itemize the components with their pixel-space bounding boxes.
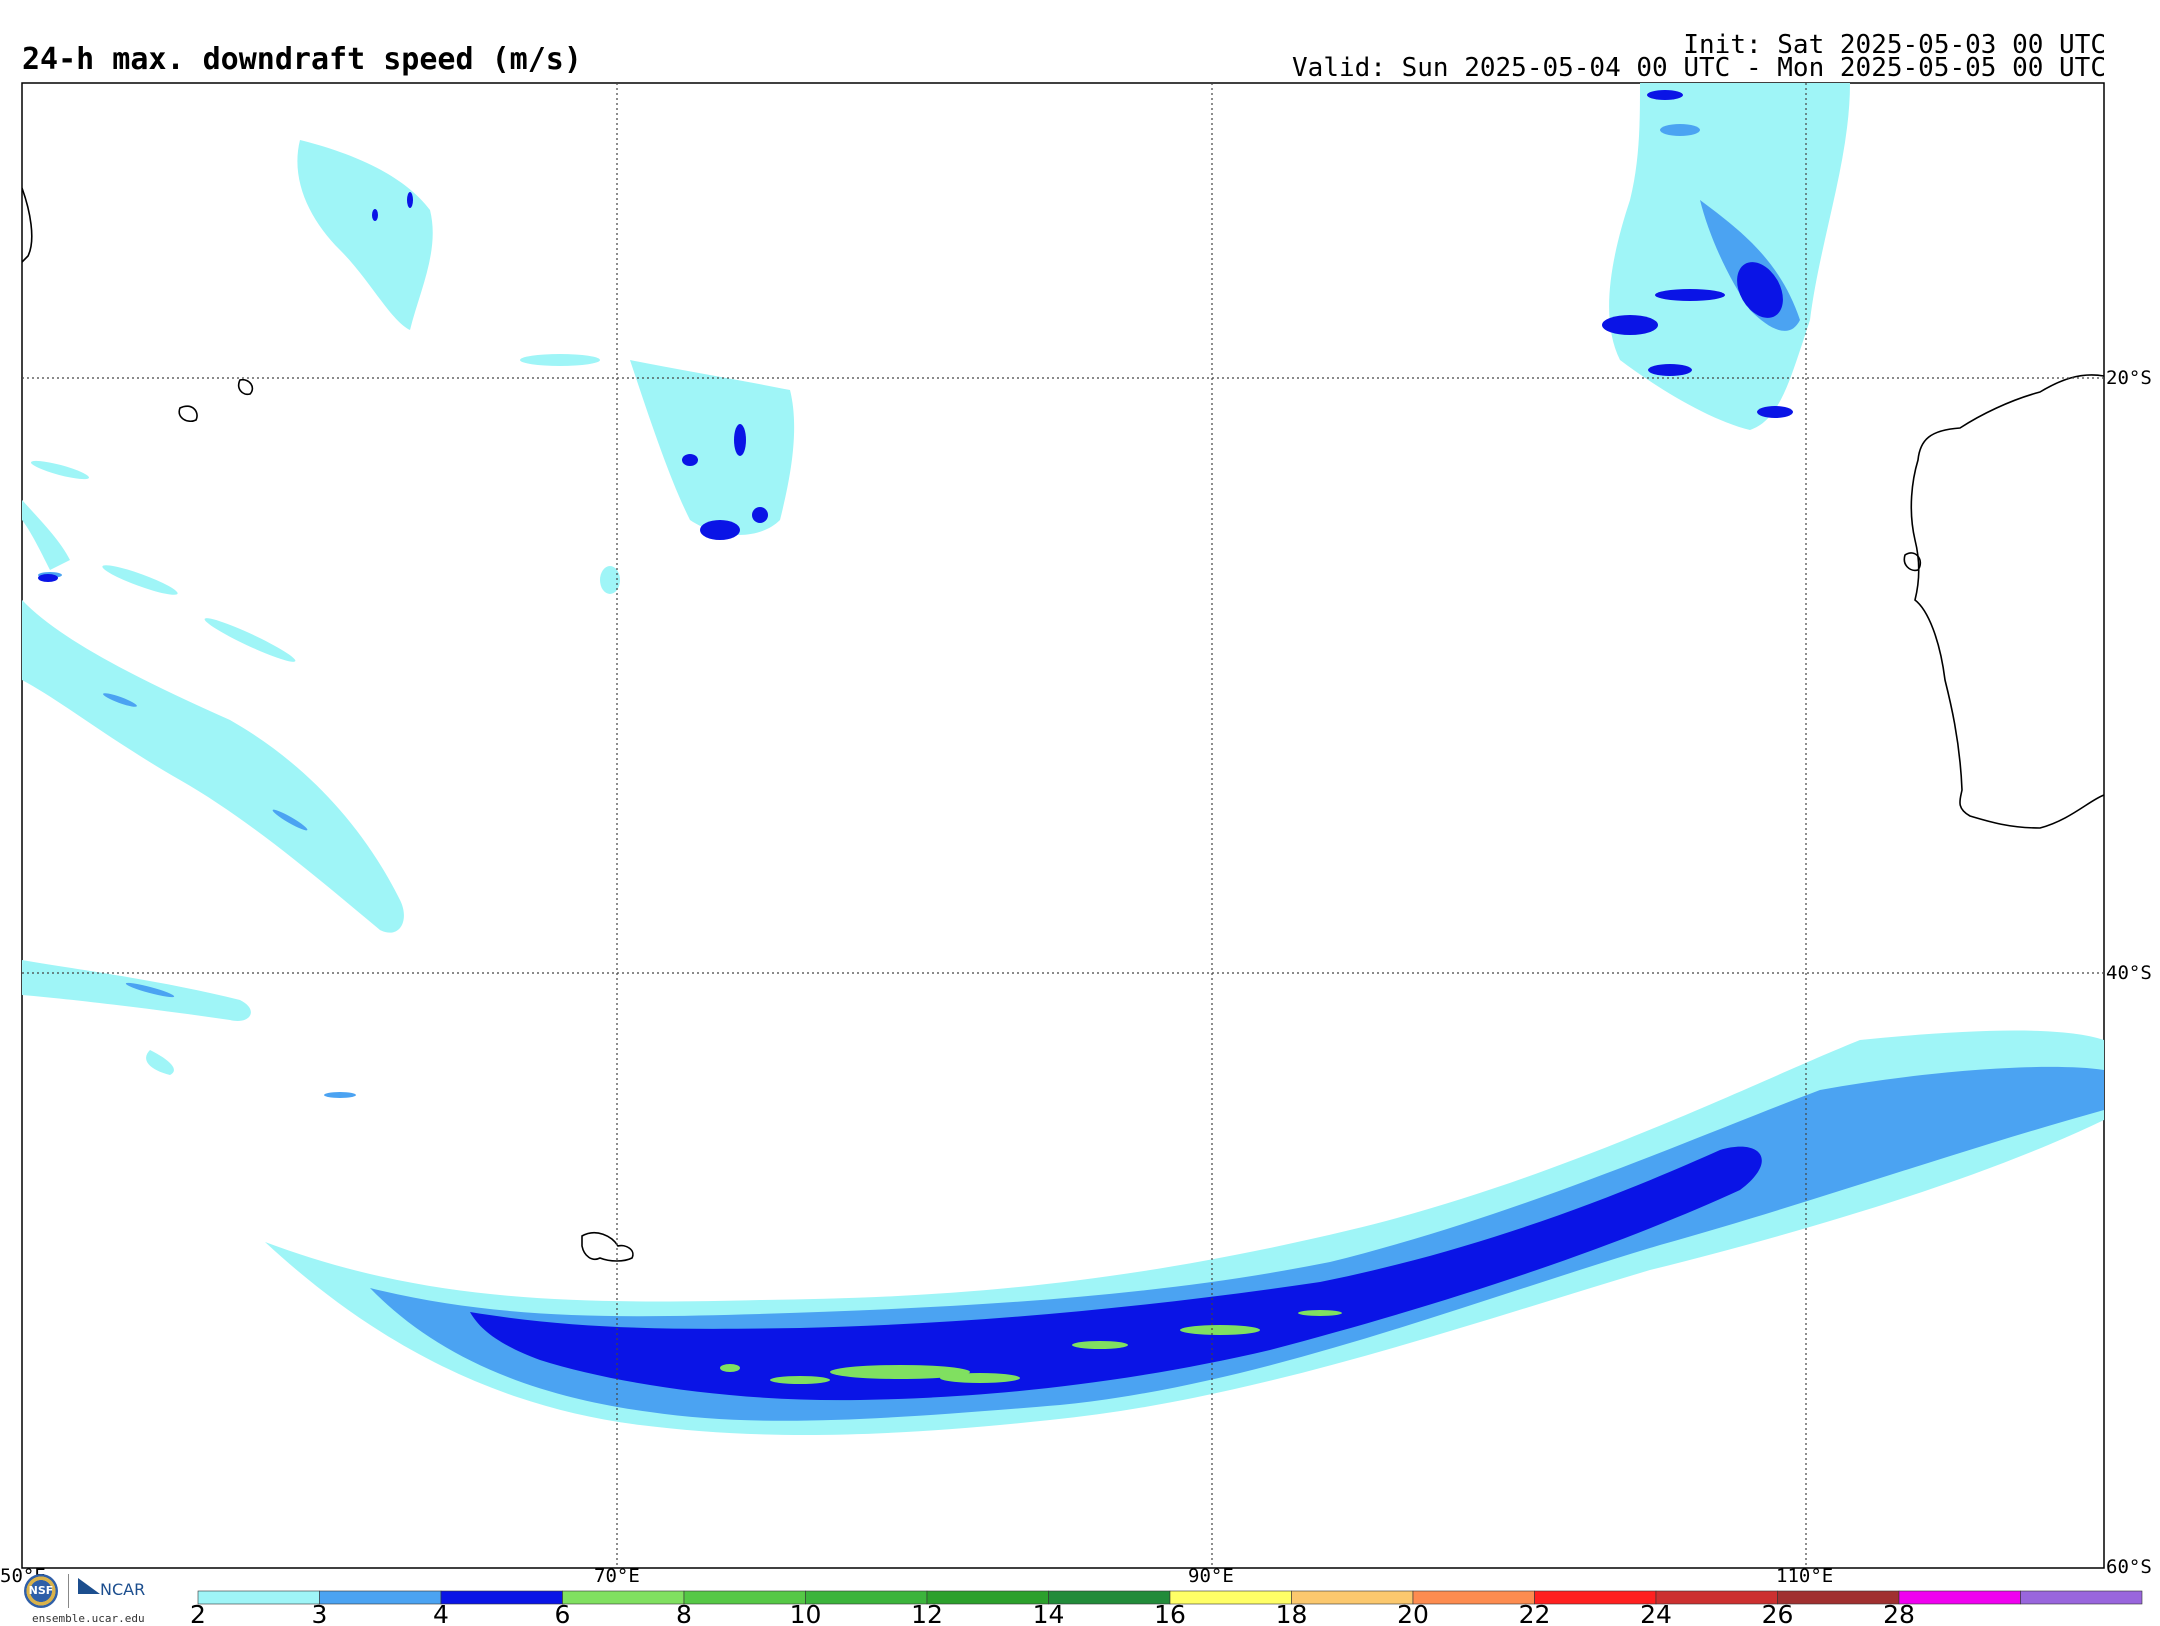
colorbar-tick-label: 28 xyxy=(1883,1600,1915,1626)
valid-time: Valid: Sun 2025-05-04 00 UTC - Mon 2025-… xyxy=(1292,53,2106,83)
colorbar-swatch xyxy=(1898,1590,2021,1605)
band-dark xyxy=(470,1146,1762,1401)
upper-left-cells-dark xyxy=(38,192,768,582)
madagascar-coast xyxy=(22,187,33,263)
colorbar-swatch xyxy=(1412,1590,1535,1605)
gridlines xyxy=(22,83,2104,1568)
lon-label-110: 110°E xyxy=(1776,1565,1833,1587)
colorbar-swatch xyxy=(1655,1590,1778,1605)
map-title: 24-h max. downdraft speed (m/s) xyxy=(22,42,582,77)
colorbar-swatch xyxy=(805,1590,928,1605)
colorbar-tick-label: 2 xyxy=(190,1600,206,1626)
colorbar-swatch xyxy=(926,1590,1049,1605)
colorbar-swatch xyxy=(1777,1590,1900,1605)
colorbar-tick-label: 20 xyxy=(1397,1600,1429,1626)
colorbar-tick-label: 26 xyxy=(1762,1600,1794,1626)
coastlines xyxy=(22,187,2104,1262)
lat-label-40s: 40°S xyxy=(2106,962,2152,984)
branding: NSF NCAR ensemble.ucar.edu xyxy=(22,1572,162,1626)
reunion-coast xyxy=(237,378,254,396)
ncar-logo: NCAR xyxy=(100,1580,146,1599)
ensemble-url: ensemble.ucar.edu xyxy=(32,1612,145,1625)
colorbar-tick-label: 22 xyxy=(1519,1600,1551,1626)
colorbar-tick-label: 6 xyxy=(555,1600,571,1626)
colorbar-swatch xyxy=(683,1590,806,1605)
ncar-logo-icon xyxy=(78,1578,100,1594)
field-layer xyxy=(22,83,2104,1568)
australia-coast xyxy=(1910,374,2104,829)
colorbar-tick-label: 8 xyxy=(676,1600,692,1626)
nsf-logo: NSF xyxy=(24,1574,58,1608)
shark-bay-coast xyxy=(1903,552,1922,572)
logo-divider xyxy=(68,1574,69,1608)
colorbar: 2 3 4 6 8 10 12 14 16 18 20 22 24 26 28 xyxy=(190,1590,2143,1626)
colorbar-swatch xyxy=(1048,1590,1171,1605)
colorbar-swatch xyxy=(2020,1590,2143,1605)
colorbar-tick-label: 14 xyxy=(1033,1600,1065,1626)
colorbar-swatch xyxy=(440,1590,563,1605)
colorbar-swatch xyxy=(1291,1590,1414,1605)
colorbar-tick-label: 4 xyxy=(433,1600,449,1626)
colorbar-tick-label: 3 xyxy=(312,1600,328,1626)
mauritius-coast xyxy=(178,405,198,423)
colorbar-swatch xyxy=(1534,1590,1657,1605)
lat-label-20s: 20°S xyxy=(2106,367,2152,389)
colorbar-tick-label: 16 xyxy=(1154,1600,1186,1626)
upper-left-cells xyxy=(297,140,795,594)
kerguelen-coast xyxy=(581,1231,634,1262)
colorbar-swatch xyxy=(197,1590,320,1605)
colorbar-tick-label: 24 xyxy=(1640,1600,1672,1626)
colorbar-tick-label: 18 xyxy=(1276,1600,1308,1626)
west-cells xyxy=(22,460,404,1075)
colorbar-swatch xyxy=(319,1590,442,1605)
colorbar-swatch xyxy=(562,1590,685,1605)
upper-right-cells-dark xyxy=(1602,90,1793,418)
colorbar-tick-label: 12 xyxy=(911,1600,943,1626)
colorbar-swatch xyxy=(1169,1590,1292,1605)
init-time: Init: Sat 2025-05-03 00 UTC xyxy=(1683,30,2106,60)
colorbar-tick-label: 10 xyxy=(790,1600,822,1626)
band-green xyxy=(720,1310,1342,1384)
lon-label-70: 70°E xyxy=(594,1565,640,1587)
lat-label-60s: 60°S xyxy=(2106,1556,2152,1578)
lon-label-90: 90°E xyxy=(1188,1565,1234,1587)
